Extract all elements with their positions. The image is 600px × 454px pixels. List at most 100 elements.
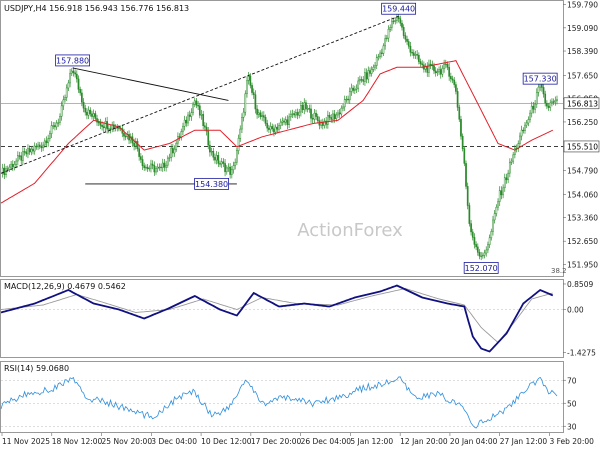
candle-body: [385, 37, 388, 40]
candle-body: [527, 119, 530, 124]
candle-body: [229, 166, 231, 175]
candle-body: [482, 254, 484, 257]
y-tick-label: 151.950: [567, 260, 598, 269]
candle-body: [251, 85, 253, 93]
candle-body: [210, 151, 213, 153]
candles: [1, 12, 558, 261]
candle-body: [23, 151, 26, 153]
candle-body: [456, 91, 459, 108]
candle-body: [278, 125, 280, 130]
trendline: [72, 67, 229, 101]
candle-body: [77, 78, 80, 90]
candle-body: [436, 71, 439, 74]
candle-body: [503, 177, 506, 189]
candle-body: [542, 87, 545, 95]
candle-body: [99, 122, 102, 126]
candle-body: [377, 56, 380, 59]
candle-body: [475, 244, 477, 248]
candle-body: [190, 112, 193, 117]
candle-body: [426, 66, 429, 73]
candle-body: [155, 168, 157, 173]
candle-body: [28, 148, 31, 153]
candle-body: [551, 101, 553, 104]
candle-body: [416, 54, 419, 56]
candle-body: [20, 155, 23, 161]
candle-body: [352, 87, 354, 91]
candle-body: [291, 113, 294, 115]
x-tick-label: 20 Jan 04:00: [450, 437, 498, 446]
candle-body: [13, 164, 16, 168]
candle-body: [406, 38, 408, 42]
candle-body: [480, 255, 483, 258]
corner-note: 38.2: [551, 267, 567, 275]
candle-body: [92, 113, 95, 117]
candle-body: [520, 129, 523, 137]
candle-body: [407, 41, 410, 47]
candle-body: [153, 165, 156, 173]
candle-body: [487, 244, 489, 251]
candle-body: [124, 135, 127, 138]
candle-body: [483, 252, 486, 256]
candle-body: [556, 99, 558, 101]
candle-body: [156, 166, 159, 169]
candle-body: [222, 161, 225, 164]
price-label-text: 152.070: [465, 264, 498, 273]
candle-body: [362, 79, 365, 82]
candle-body: [173, 148, 176, 154]
candle-body: [465, 163, 467, 187]
candle-body: [303, 102, 306, 111]
candle-body: [451, 78, 454, 81]
x-tick-label: 17 Dec 20:00: [251, 437, 302, 446]
candle-body: [343, 99, 346, 108]
candle-body: [353, 89, 356, 91]
candle-body: [544, 93, 547, 104]
candle-body: [232, 165, 235, 171]
candle-body: [412, 52, 415, 56]
rsi-y-tick-label: 30: [567, 422, 577, 431]
candle-body: [86, 111, 88, 116]
candle-body: [215, 155, 218, 161]
candle-body: [421, 63, 424, 66]
price-label-text: 159.440: [382, 5, 415, 14]
candle-body: [45, 140, 48, 144]
candle-body: [209, 144, 211, 153]
candle-body: [380, 52, 383, 54]
candle-body: [411, 52, 413, 54]
rsi-title: RSI(14) 59.0680: [4, 364, 69, 373]
candle-body: [508, 162, 511, 174]
candle-body: [546, 102, 548, 107]
candle-body: [519, 135, 521, 144]
candle-body: [308, 108, 311, 110]
candle-body: [369, 70, 371, 74]
candle-body: [182, 125, 184, 132]
macd-title: MACD(12,26,9) 0.4679 0.5462: [4, 282, 126, 291]
y-tick-label: 159.090: [567, 24, 598, 33]
candle-body: [62, 99, 65, 107]
candle-body: [305, 102, 307, 110]
candle-body: [3, 167, 6, 175]
y-tick-label: 158.390: [567, 47, 598, 56]
candle-body: [347, 98, 349, 101]
candle-body: [230, 169, 233, 175]
candle-body: [311, 118, 314, 120]
candle-body: [256, 108, 258, 115]
candle-body: [439, 69, 442, 75]
candle-body: [330, 117, 333, 120]
candle-body: [296, 112, 299, 116]
y-tick-label: 154.060: [567, 190, 598, 199]
candle-body: [133, 142, 135, 147]
candle-body: [106, 121, 108, 130]
candle-body: [325, 120, 328, 125]
candle-body: [141, 159, 144, 167]
candle-body: [15, 160, 18, 165]
candle-body: [158, 166, 161, 169]
candle-body: [340, 107, 343, 115]
candle-body: [401, 22, 403, 28]
candle-body: [168, 157, 171, 159]
candle-body: [365, 72, 368, 80]
candle-body: [50, 125, 53, 134]
candle-body: [104, 121, 107, 129]
candle-body: [485, 249, 488, 254]
candle-body: [200, 114, 203, 116]
